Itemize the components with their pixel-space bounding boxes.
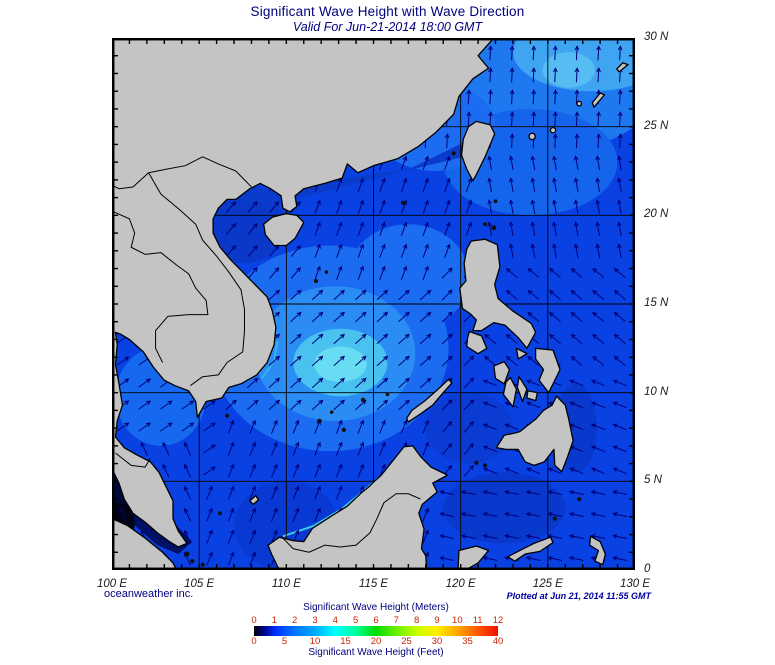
border-borneo-internal — [281, 494, 420, 553]
legend-meters-tick: 11 — [472, 615, 483, 626]
legend-meters-tick: 8 — [414, 615, 420, 626]
land-luzon — [460, 239, 536, 348]
legend-feet-tick: 15 — [340, 636, 351, 647]
legend-feet-tick: 30 — [431, 636, 443, 647]
country-borders — [112, 157, 251, 467]
legend-feet-label: Significant Wave Height (Feet) — [308, 647, 444, 658]
land-ryukyu-islands — [529, 63, 628, 140]
lon-label: 125 E — [532, 578, 563, 590]
oceanweather-credit: oceanweather inc. — [104, 588, 194, 600]
lon-label: 100 E — [96, 578, 128, 590]
legend-feet-scale: 0 5 10 15 20 25 30 35 40 — [251, 636, 503, 647]
land-mindanao — [496, 396, 573, 471]
wave-map — [111, 37, 636, 571]
legend-meters-tick: 2 — [292, 615, 298, 626]
legend-meters-tick: 4 — [332, 615, 338, 626]
legend-feet-tick: 10 — [309, 636, 321, 647]
legend-meters-tick: 5 — [353, 615, 359, 626]
lon-label: 110 E — [271, 578, 301, 590]
lat-label: 15 N — [644, 297, 669, 309]
map-title: Significant Wave Height with Wave Direct… — [250, 4, 525, 19]
legend-meters-tick: 6 — [373, 615, 379, 626]
legend-meters-tick: 0 — [251, 615, 257, 626]
lat-label: 30 N — [644, 31, 669, 43]
land-hainan — [264, 214, 304, 246]
lon-label: 115 E — [358, 578, 389, 590]
land-layer — [112, 38, 628, 570]
legend-meters-tick: 3 — [312, 615, 318, 626]
lat-label: 10 N — [644, 385, 669, 398]
lat-label: 25 N — [644, 119, 669, 132]
colorbar — [254, 626, 498, 636]
legend-meters-label: Significant Wave Height (Meters) — [303, 602, 449, 613]
lon-label: 105 E — [184, 578, 215, 590]
lat-label: 20 N — [644, 208, 669, 221]
legend-meters-scale: 0 1 2 3 4 5 6 7 8 9 10 11 12 — [251, 615, 503, 626]
lon-label: 120 E — [445, 578, 476, 590]
map-plot-area: 100 E 105 E 110 E 115 E 120 E 125 E 130 E 30 N… — [97, 31, 668, 590]
land-taiwan — [462, 121, 495, 180]
legend-meters-tick: 7 — [393, 615, 399, 626]
legend-meters-tick: 9 — [434, 615, 440, 626]
map-frame — [111, 37, 636, 571]
legend-feet-tick: 20 — [370, 636, 382, 647]
land-natuna — [250, 496, 259, 505]
small-islets — [184, 151, 582, 567]
legend-feet-tick: 0 — [251, 636, 257, 647]
land-palawan — [407, 379, 452, 422]
lat-label: 0 — [644, 563, 651, 575]
legend-meters-tick: 10 — [452, 615, 463, 626]
land-mindoro — [467, 331, 487, 353]
lat-label: 5 N — [644, 474, 662, 487]
legend-feet-tick: 40 — [492, 636, 504, 647]
legend-meters-tick: 1 — [271, 615, 277, 626]
land-borneo — [268, 446, 448, 570]
plotted-timestamp: Plotted at Jun 21, 2014 11:55 GMT — [506, 591, 651, 601]
legend-feet-tick: 35 — [462, 636, 473, 647]
legend-feet-tick: 5 — [281, 636, 288, 647]
map-subtitle: Valid For Jun-21-2014 18:00 GMT — [292, 20, 483, 34]
legend-feet-tick: 25 — [401, 636, 412, 647]
legend-meters-tick: 12 — [492, 615, 504, 626]
lon-label: 130 E — [619, 578, 651, 590]
land-mainland-asia — [112, 38, 494, 547]
land-visayas — [494, 348, 560, 407]
